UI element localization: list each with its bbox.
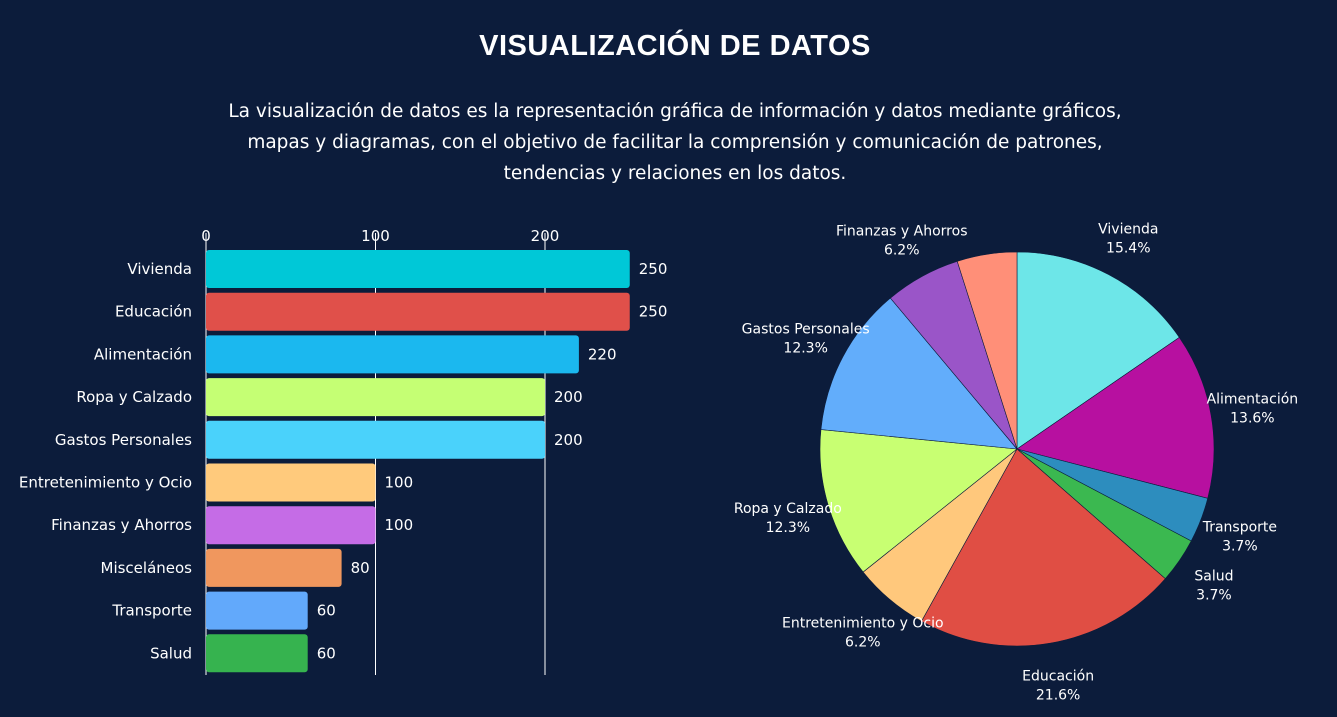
slice-percent: 6.2%	[884, 243, 920, 259]
slice-label: Educación	[1022, 668, 1094, 684]
bar-vivienda	[206, 250, 630, 288]
slice-vivienda	[1016, 251, 1180, 450]
category-label: Entretenimiento y Ocio	[19, 474, 192, 492]
slice-percent: 6.2%	[845, 635, 881, 651]
slice-label: Ropa y Calzado	[734, 501, 842, 517]
bar-alimentacion	[206, 335, 579, 374]
slice-percent: 21.6%	[1036, 687, 1080, 700]
page-title: VISUALIZACIÓN DE DATOS	[479, 30, 871, 62]
value-label: 60	[317, 602, 336, 620]
slice-gastos-personales	[820, 297, 1018, 450]
value-label: 100	[385, 516, 414, 534]
slice-percent: 3.7%	[1222, 538, 1258, 554]
bar-transporte	[206, 591, 308, 630]
category-label: Finanzas y Ahorros	[51, 516, 192, 534]
bar-ropa-y-calzado	[206, 378, 545, 417]
bar-finanzas-y-ahorros	[206, 506, 376, 545]
slice-percent: 15.4%	[1106, 240, 1150, 256]
value-label: 60	[317, 644, 336, 662]
x-tick-label: 100	[361, 227, 390, 245]
page-description: La visualización de datos es la represen…	[228, 101, 1122, 184]
slice-ropa-y-calzado	[819, 429, 1018, 573]
category-label: Vivienda	[127, 260, 192, 278]
slice-miscelaneos	[956, 251, 1018, 450]
bar-chart: 0 100 200 Vivienda 250 Educación 250 Alimentaci…	[19, 227, 668, 675]
value-label: 250	[639, 260, 668, 278]
slice-percent: 12.3%	[766, 520, 810, 536]
x-tick-label: 200	[531, 227, 560, 245]
slice-label: Entretenimiento y Ocio	[782, 616, 944, 632]
value-label: 100	[385, 474, 414, 492]
bar-gastos-personales	[206, 420, 545, 459]
category-label: Gastos Personales	[55, 431, 192, 449]
bar-miscelaneos	[206, 548, 342, 587]
category-label: Salud	[150, 644, 192, 662]
slice-educacion	[921, 448, 1166, 647]
category-label: Ropa y Calzado	[76, 388, 192, 406]
bar-educacion	[206, 292, 630, 331]
slice-percent: 13.6%	[1230, 410, 1274, 426]
slice-label: Salud	[1194, 568, 1233, 584]
pie-chart: Vivienda 15.4% Alimentación 13.6% Transporte…	[734, 221, 1299, 700]
bar-salud	[206, 634, 308, 673]
value-label: 220	[588, 345, 617, 363]
slice-label: Finanzas y Ahorros	[836, 224, 968, 240]
category-label: Educación	[115, 303, 192, 321]
slice-percent: 12.3%	[783, 340, 827, 356]
bar-entretenimiento-y-ocio	[206, 463, 376, 502]
slice-alimentacion	[1016, 336, 1215, 499]
slice-label: Gastos Personales	[742, 321, 870, 337]
x-tick-label: 0	[201, 227, 211, 245]
value-label: 200	[554, 388, 583, 406]
value-label: 80	[351, 559, 370, 577]
slice-label: Alimentación	[1207, 391, 1299, 407]
value-label: 250	[639, 303, 668, 321]
category-label: Misceláneos	[101, 559, 193, 577]
category-label: Transporte	[111, 602, 192, 620]
value-label: 200	[554, 431, 583, 449]
slice-percent: 3.7%	[1196, 587, 1232, 603]
category-label: Alimentación	[94, 345, 192, 363]
slice-label: Transporte	[1202, 519, 1277, 535]
slice-label: Vivienda	[1098, 221, 1158, 237]
